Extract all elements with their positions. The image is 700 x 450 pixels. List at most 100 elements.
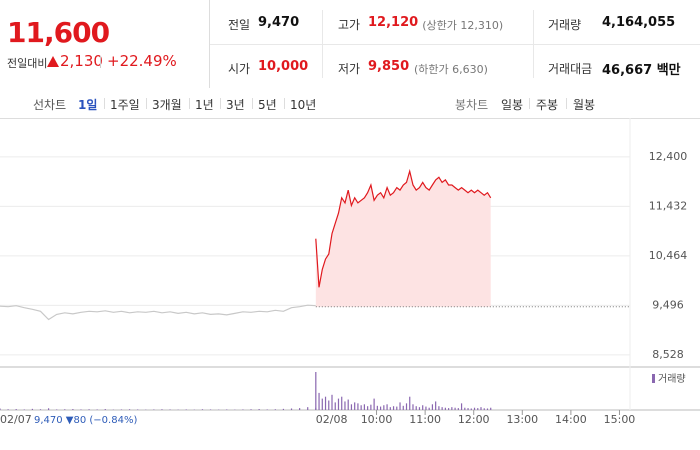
volume-bar bbox=[360, 405, 362, 410]
volume-bar bbox=[389, 407, 391, 410]
period-tab[interactable]: 5년 bbox=[258, 98, 277, 112]
divider bbox=[100, 56, 101, 68]
volume-bar bbox=[0, 408, 1, 410]
volume-bar bbox=[153, 409, 155, 410]
change-rate: +22.49% bbox=[107, 52, 177, 70]
volume-bar bbox=[258, 409, 260, 410]
volume-bar bbox=[315, 372, 317, 410]
period-tab[interactable]: 10년 bbox=[290, 98, 317, 112]
volume-bar bbox=[331, 394, 333, 410]
chart: 12,400 11,432 10,464 9,496 8,528 10:00 11:00 12… bbox=[0, 118, 700, 426]
volume-bar bbox=[451, 407, 453, 410]
period-tab[interactable]: 3년 bbox=[226, 98, 245, 112]
volume-bar bbox=[379, 406, 382, 410]
x-tick-label: 10:00 bbox=[361, 413, 393, 426]
date-label: 02/08 bbox=[316, 413, 348, 426]
volume-bar bbox=[15, 409, 17, 410]
volume-bar bbox=[357, 403, 359, 410]
x-tick-label: 12:00 bbox=[458, 413, 490, 426]
y-tick-label: 10,464 bbox=[649, 249, 688, 262]
volume-bar bbox=[448, 408, 450, 410]
volume-bar bbox=[444, 407, 446, 410]
stat-label: 저가 bbox=[338, 62, 361, 76]
volume-bar bbox=[464, 407, 466, 410]
volume-bar bbox=[274, 409, 276, 410]
volume-bar bbox=[47, 408, 50, 410]
volume-bar bbox=[370, 404, 372, 410]
change-label: 전일대비 bbox=[7, 57, 48, 70]
volume-bar bbox=[39, 409, 42, 410]
volume-bar bbox=[299, 408, 301, 410]
period-tab[interactable]: 3개월 bbox=[152, 98, 182, 112]
legend-swatch bbox=[652, 374, 655, 383]
volume-bar bbox=[242, 409, 244, 410]
volume-bar bbox=[120, 409, 123, 410]
volume-bar bbox=[328, 400, 330, 410]
volume-bar bbox=[64, 409, 66, 410]
tab-divider bbox=[146, 98, 147, 109]
period-tab[interactable]: 1년 bbox=[195, 98, 214, 112]
price-line bbox=[315, 168, 492, 288]
volume-bar bbox=[334, 402, 336, 410]
volume-bar bbox=[104, 409, 106, 410]
volume-bar bbox=[354, 402, 356, 410]
volume-bar bbox=[486, 408, 489, 410]
volume-bar bbox=[363, 404, 365, 410]
y-tick-label: 11,432 bbox=[649, 199, 688, 212]
volume-bar bbox=[477, 408, 479, 410]
y-tick-label: 8,528 bbox=[652, 348, 684, 361]
volume-bar bbox=[344, 401, 346, 410]
volume-bar bbox=[31, 408, 33, 410]
volume-bar bbox=[324, 396, 327, 410]
volume-bar bbox=[383, 405, 385, 410]
price-line bbox=[0, 304, 316, 321]
volume-bar bbox=[367, 406, 369, 410]
volume-bar bbox=[412, 404, 414, 410]
stat-label: 거래대금 bbox=[548, 62, 593, 76]
volume-bar bbox=[460, 403, 463, 410]
stat-note: (하한가 6,630) bbox=[414, 63, 488, 76]
volume-bar bbox=[457, 408, 459, 410]
volume-bar bbox=[321, 398, 323, 410]
volume-bar bbox=[470, 408, 472, 410]
volume-bar bbox=[483, 408, 485, 410]
stat-value: 9,470 bbox=[258, 15, 300, 30]
volume-bar bbox=[318, 392, 320, 410]
stat-value: 9,850 bbox=[368, 59, 410, 74]
tab-divider bbox=[529, 98, 530, 109]
volume-bar bbox=[137, 409, 139, 410]
candle-tab[interactable]: 주봉 bbox=[536, 98, 559, 112]
candle-tab[interactable]: 월봉 bbox=[573, 98, 596, 112]
volume-bar bbox=[56, 409, 58, 410]
volume-bar bbox=[402, 405, 404, 410]
volume-bar bbox=[467, 408, 469, 410]
tab-divider bbox=[566, 98, 567, 109]
volume-bar bbox=[250, 409, 252, 410]
volume-bar bbox=[435, 401, 437, 410]
volume-bar bbox=[307, 407, 309, 410]
volume-bar bbox=[473, 407, 476, 410]
volume-bar bbox=[438, 406, 440, 410]
volume-bar bbox=[347, 399, 349, 410]
stat-note: (상한가 12,310) bbox=[422, 19, 504, 32]
tab-divider bbox=[189, 98, 190, 109]
price-area bbox=[315, 171, 491, 307]
tab-label: 선차트 bbox=[33, 98, 67, 112]
divider bbox=[533, 10, 534, 78]
period-tab[interactable]: 1주일 bbox=[110, 98, 140, 112]
period-tab[interactable]: 1일 bbox=[78, 98, 98, 112]
volume-bar bbox=[386, 404, 388, 410]
change: 2,130 bbox=[60, 52, 103, 70]
x-tick-label: 15:00 bbox=[604, 413, 636, 426]
stat-value: 46,667 백만 bbox=[602, 63, 681, 78]
current-price: 11,600 bbox=[7, 16, 110, 49]
volume-bar bbox=[415, 406, 417, 410]
tab-divider bbox=[104, 98, 105, 109]
volume-bar bbox=[454, 407, 456, 410]
volume-bar bbox=[266, 409, 268, 410]
candle-tab[interactable]: 일봉 bbox=[501, 98, 524, 112]
volume-bar bbox=[490, 407, 492, 410]
tab-divider bbox=[284, 98, 285, 109]
volume-bar bbox=[209, 409, 212, 410]
